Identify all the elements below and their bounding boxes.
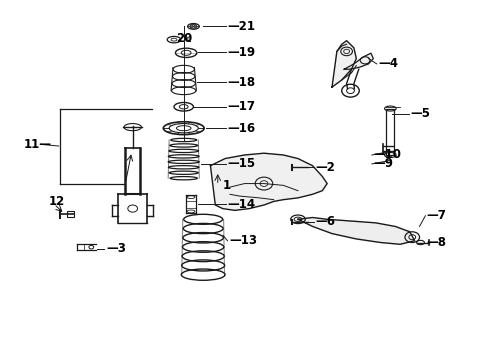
Polygon shape (331, 41, 356, 87)
Text: —5: —5 (410, 107, 430, 120)
Text: 20: 20 (176, 32, 192, 45)
Text: —16: —16 (227, 122, 255, 135)
Polygon shape (297, 217, 414, 244)
Text: —7: —7 (426, 209, 446, 222)
Text: —13: —13 (228, 234, 256, 247)
Text: —6: —6 (314, 215, 334, 228)
Text: 12: 12 (49, 195, 65, 208)
Text: —3: —3 (106, 242, 125, 255)
Text: —10: —10 (372, 148, 401, 162)
Text: —14: —14 (227, 198, 255, 211)
Text: —21: —21 (227, 20, 255, 33)
Bar (67, 211, 74, 217)
Polygon shape (210, 153, 326, 210)
Text: —19: —19 (227, 46, 255, 59)
Text: 1: 1 (222, 179, 230, 192)
Text: 11—: 11— (23, 138, 51, 151)
Text: —4: —4 (377, 57, 397, 71)
Text: —18: —18 (227, 76, 255, 89)
Text: —8: —8 (426, 236, 446, 249)
Text: —17: —17 (227, 100, 255, 113)
Text: —15: —15 (227, 157, 255, 170)
Text: —2: —2 (314, 161, 334, 174)
Polygon shape (344, 53, 372, 69)
Text: —9: —9 (372, 157, 392, 170)
